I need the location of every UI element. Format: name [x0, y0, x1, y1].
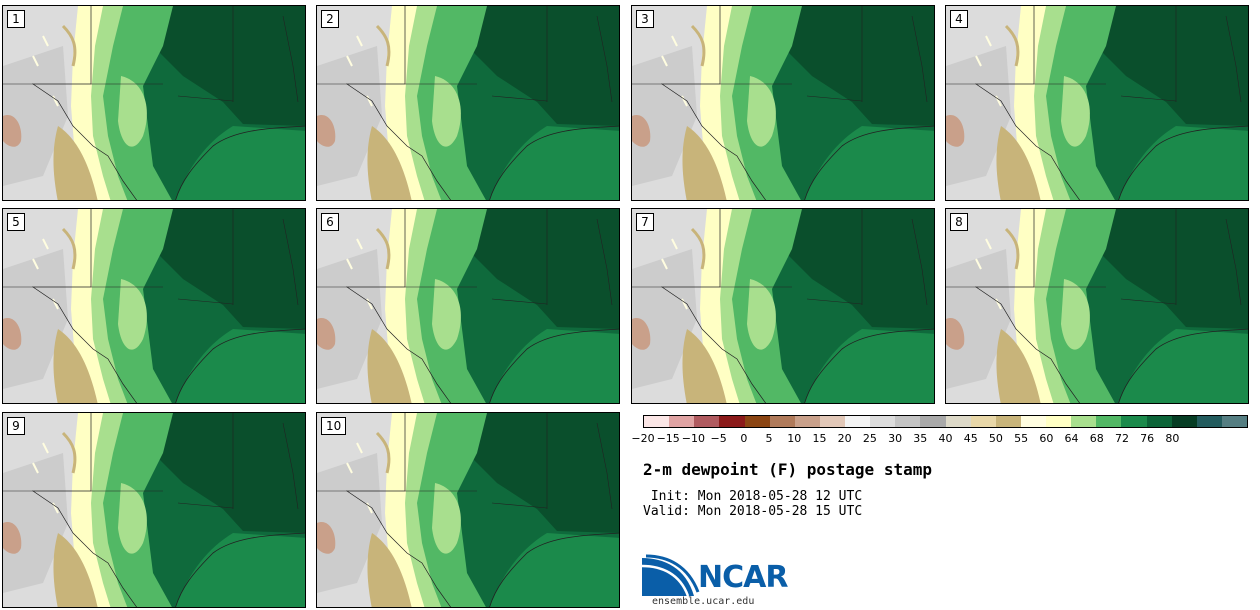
panel-label: 3 [636, 10, 654, 28]
colorbar-tick-label: 50 [988, 432, 1003, 445]
colorbar-swatch [694, 416, 720, 427]
colorbar-tick-label: −20 [631, 432, 655, 445]
colorbar-swatch [870, 416, 896, 427]
colorbar-tick-label: −15 [656, 432, 680, 445]
colorbar-swatch [1020, 416, 1046, 427]
ncar-logo-text: NCAR [698, 560, 788, 595]
map-panel-1: 1 [2, 5, 306, 201]
colorbar-tick-label: 35 [913, 432, 928, 445]
panel-label: 2 [321, 10, 339, 28]
colorbar-swatch [1171, 416, 1197, 427]
panel-label: 10 [321, 417, 347, 435]
colorbar-tick-label: 30 [888, 432, 903, 445]
panel-label: 9 [7, 417, 25, 435]
colorbar-tick-label: 60 [1039, 432, 1054, 445]
colorbar-tick-label: 40 [938, 432, 953, 445]
colorbar-tick-label: 64 [1064, 432, 1079, 445]
site-url: ensemble.ucar.edu [652, 596, 755, 607]
colorbar-swatch [1071, 416, 1097, 427]
colorbar-tick-label: 20 [837, 432, 852, 445]
colorbar-swatch [744, 416, 770, 427]
colorbar-tick-label: 15 [812, 432, 827, 445]
colorbar-tick-label: 55 [1014, 432, 1029, 445]
panel-label: 4 [950, 10, 968, 28]
map-panel-4: 4 [945, 5, 1249, 201]
colorbar-swatch [845, 416, 871, 427]
colorbar-tick-label: 0 [740, 432, 748, 445]
colorbar-tick-label: −10 [681, 432, 706, 445]
map-panel-5: 5 [2, 208, 306, 404]
colorbar-swatch [1046, 416, 1072, 427]
colorbar-tick-label: 10 [787, 432, 802, 445]
map-panel-3: 3 [631, 5, 935, 201]
ncar-logo-icon [642, 554, 700, 596]
colorbar-swatch [1121, 416, 1147, 427]
colorbar-tick-label: −5 [710, 432, 727, 445]
panel-label: 8 [950, 213, 968, 231]
init-time: Init: Mon 2018-05-28 12 UTC [643, 489, 863, 504]
colorbar-swatch [995, 416, 1021, 427]
colorbar-ticks: −20 −15 −10 −5 0 5 10 15 20 25 30 35 40 45 50 55 60 64 68 7… [631, 432, 1248, 448]
valid-time: Valid: Mon 2018-05-28 15 UTC [643, 504, 863, 519]
colorbar-swatch [769, 416, 795, 427]
chart-title: 2-m dewpoint (F) postage stamp [643, 460, 932, 479]
map-panel-8: 8 [945, 208, 1249, 404]
colorbar-swatch [1146, 416, 1172, 427]
colorbar-tick-label: 25 [862, 432, 877, 445]
colorbar-swatch [794, 416, 820, 427]
panel-label: 5 [7, 213, 25, 231]
colorbar-swatch [719, 416, 745, 427]
colorbar-swatch [970, 416, 996, 427]
colorbar-tick-label: 68 [1089, 432, 1104, 445]
map-panel-6: 6 [316, 208, 620, 404]
colorbar-swatch [920, 416, 946, 427]
map-panel-9: 9 [2, 412, 306, 608]
colorbar-swatch [1221, 416, 1247, 427]
panel-label: 6 [321, 213, 339, 231]
colorbar-swatch [1096, 416, 1122, 427]
colorbar-swatch [945, 416, 971, 427]
map-panel-7: 7 [631, 208, 935, 404]
colorbar-swatch [895, 416, 921, 427]
colorbar-tick-label: 45 [963, 432, 978, 445]
map-panel-2: 2 [316, 5, 620, 201]
colorbar-tick-label: 76 [1140, 432, 1155, 445]
colorbar-tick-label: 72 [1114, 432, 1129, 445]
panel-label: 1 [7, 10, 25, 28]
colorbar-tick-label: 5 [765, 432, 773, 445]
colorbar-swatch [1196, 416, 1222, 427]
colorbar-swatch [819, 416, 845, 427]
colorbar-swatch [669, 416, 695, 427]
map-panel-10: 10 [316, 412, 620, 608]
panel-label: 7 [636, 213, 654, 231]
colorbar [643, 415, 1248, 428]
colorbar-swatch [644, 416, 670, 427]
colorbar-tick-label: 80 [1165, 432, 1180, 445]
